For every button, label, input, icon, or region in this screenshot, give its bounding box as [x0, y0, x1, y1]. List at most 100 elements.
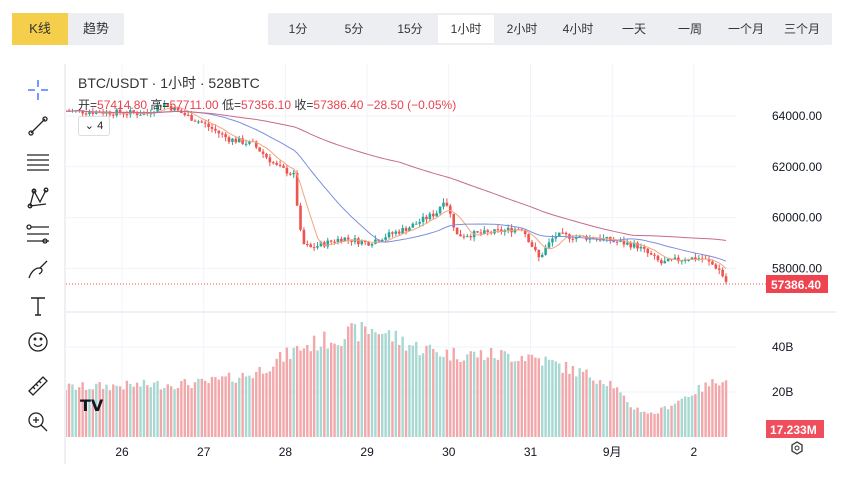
- text-tool[interactable]: [20, 288, 56, 324]
- candle-body: [534, 246, 537, 250]
- volume-bar: [302, 348, 306, 437]
- time-axis-label: 2: [691, 445, 698, 459]
- candle-body: [431, 213, 435, 217]
- emoji-icon: [28, 332, 48, 352]
- volume-bar: [680, 398, 683, 437]
- volume-bar: [489, 347, 493, 437]
- candle-body: [411, 223, 415, 228]
- candle-body: [462, 236, 466, 238]
- volume-bar: [554, 361, 558, 437]
- candle-body: [261, 151, 265, 154]
- volume-bar: [135, 382, 139, 437]
- candle-body: [237, 138, 241, 143]
- candle-body: [404, 227, 408, 231]
- candle-body: [438, 206, 442, 214]
- trend-line-tool[interactable]: [20, 108, 56, 144]
- volume-bar: [381, 333, 384, 437]
- volume-bar: [149, 387, 152, 437]
- zoom-in-tool[interactable]: [20, 404, 56, 440]
- candle-body: [660, 260, 663, 264]
- tab-trend[interactable]: 趋势: [82, 21, 109, 36]
- indicators-collapse-button[interactable]: ⌄ 4: [78, 116, 110, 136]
- volume-bar: [510, 361, 513, 437]
- fib-tool[interactable]: [20, 216, 56, 252]
- candle-body: [186, 114, 190, 116]
- volume-bar: [142, 379, 146, 437]
- volume-bar: [421, 353, 425, 437]
- volume-bar: [180, 380, 183, 437]
- candle-body: [217, 130, 221, 134]
- interval-1d[interactable]: 一天: [621, 22, 646, 36]
- volume-bar: [568, 373, 571, 437]
- volume-bar: [581, 371, 585, 437]
- chart-type-tabs: K线 趋势: [12, 13, 124, 45]
- volume-bar: [101, 388, 105, 437]
- interval-15m[interactable]: 15分: [397, 22, 423, 36]
- ruler-icon: [28, 376, 48, 396]
- volume-bar: [646, 413, 649, 437]
- interval-1m[interactable]: 1分: [288, 22, 308, 36]
- interval-1w[interactable]: 一周: [677, 22, 702, 36]
- low-label: 低=: [221, 98, 241, 112]
- candle-body: [197, 121, 200, 123]
- candle-body: [554, 236, 558, 239]
- volume-bar: [472, 351, 476, 437]
- candle-body: [271, 162, 275, 164]
- volume-bar: [183, 379, 186, 437]
- candle-body: [336, 238, 340, 243]
- pattern-tool[interactable]: [20, 180, 56, 216]
- volume-bar: [653, 414, 656, 437]
- volume-bar: [711, 379, 714, 437]
- candle-body: [207, 123, 210, 127]
- candle-body: [697, 258, 701, 260]
- brush-tool[interactable]: [20, 252, 56, 288]
- candle-body: [714, 264, 718, 269]
- interval-5m[interactable]: 5分: [344, 22, 364, 36]
- volume-bar: [500, 350, 503, 437]
- volume-bar: [649, 412, 653, 437]
- volume-bar: [299, 350, 302, 437]
- volume-bar: [632, 409, 636, 437]
- volume-bar: [139, 386, 142, 437]
- candle-body: [193, 120, 197, 122]
- candle-body: [346, 237, 350, 240]
- price-chart[interactable]: 64000.00 62000.00 60000.00 58000.00 57386.40…: [66, 64, 862, 474]
- candle-body: [200, 121, 204, 123]
- tab-kline[interactable]: K线: [12, 13, 68, 45]
- volume-bar: [197, 378, 200, 437]
- volume-bar: [673, 403, 677, 437]
- emoji-tool[interactable]: [20, 324, 56, 360]
- candle-body: [707, 259, 711, 262]
- candle-body: [721, 269, 724, 277]
- crosshair-tool[interactable]: [20, 72, 56, 108]
- candle-body: [646, 248, 650, 254]
- volume-bar: [200, 378, 203, 437]
- interval-1mo[interactable]: 一个月: [727, 22, 764, 36]
- ruler-tool[interactable]: [20, 368, 56, 404]
- volume-bar: [449, 360, 452, 437]
- candle-body: [302, 229, 306, 244]
- toolbar-divider: [64, 64, 66, 464]
- candle-body: [343, 237, 347, 242]
- volume-bar: [333, 343, 336, 437]
- candle-body: [629, 242, 633, 248]
- interval-2h[interactable]: 2小时: [506, 22, 538, 36]
- horizontal-lines-tool[interactable]: [20, 144, 56, 180]
- interval-1h[interactable]: 1小时: [438, 15, 494, 43]
- candle-body: [149, 113, 153, 115]
- interval-3mo[interactable]: 三个月: [783, 22, 820, 36]
- candle-body: [370, 243, 374, 246]
- settings-icon[interactable]: [791, 441, 803, 455]
- candle-body: [329, 240, 333, 242]
- volume-bar: [476, 357, 479, 437]
- volume-bar: [265, 373, 268, 437]
- high-label: 高=: [150, 98, 170, 112]
- interval-4h[interactable]: 4小时: [562, 22, 594, 36]
- volume-bar: [329, 342, 333, 437]
- candle-body: [442, 202, 445, 207]
- volume-bar: [493, 358, 496, 437]
- volume-bar: [115, 385, 118, 437]
- tradingview-logo[interactable]: 𝗧𝗩: [80, 398, 104, 415]
- candle-body: [571, 238, 575, 240]
- volume-bar: [629, 407, 632, 437]
